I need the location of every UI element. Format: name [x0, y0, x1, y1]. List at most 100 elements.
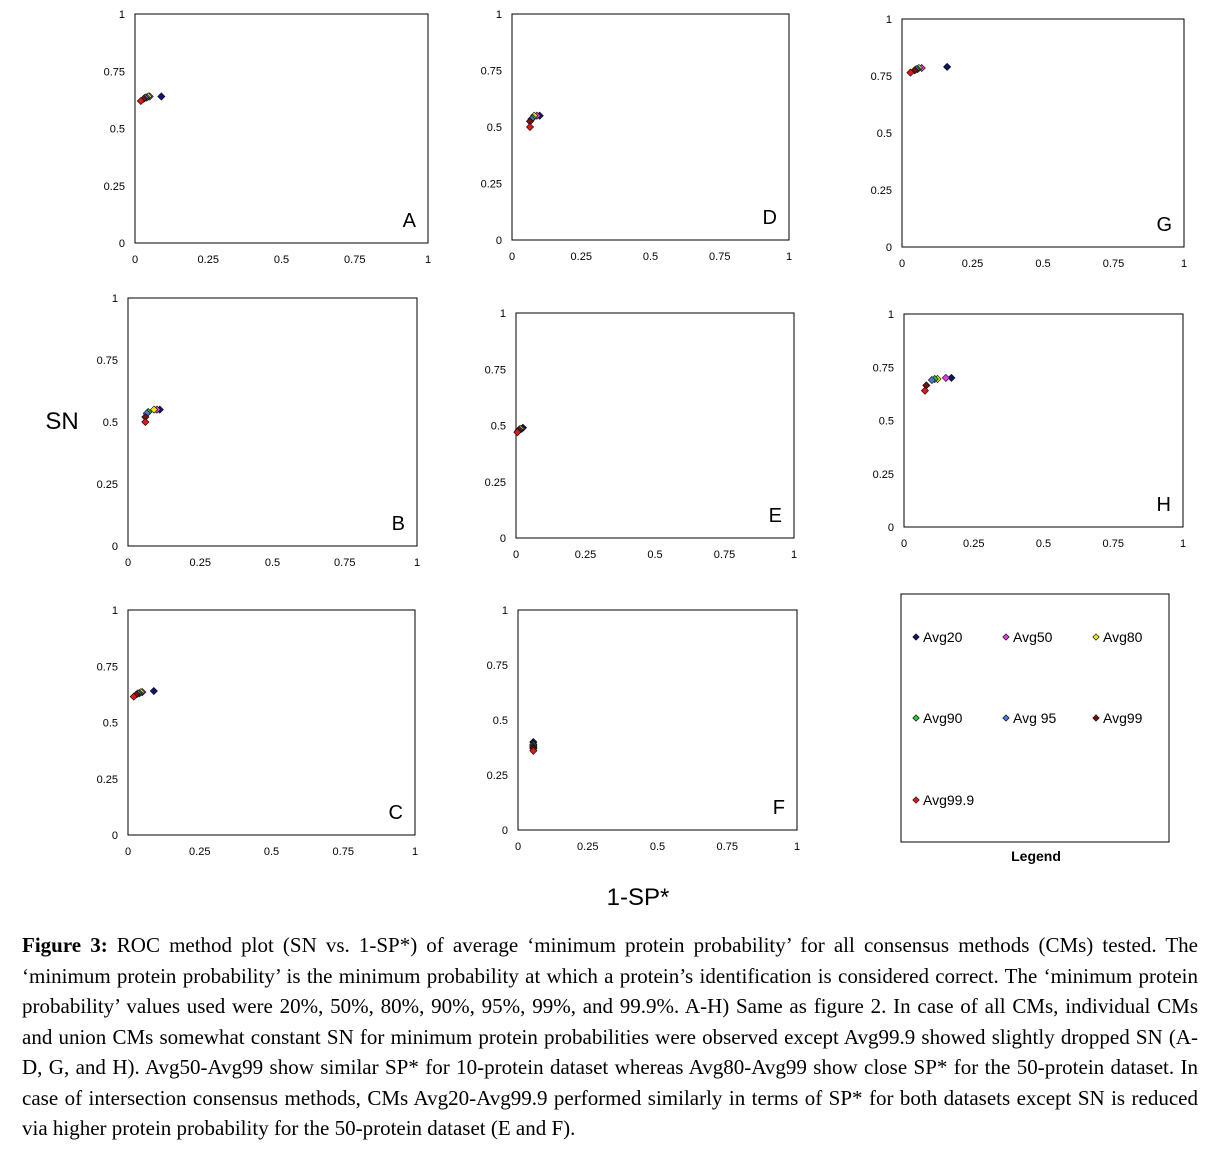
x-tick-label: 0.25 — [189, 846, 210, 858]
x-tick-label: 0.25 — [198, 254, 219, 266]
y-tick-label: 0.25 — [873, 469, 894, 481]
y-tick-label: 0 — [112, 830, 118, 842]
y-tick-label: 1 — [502, 605, 508, 617]
x-tick-label: 0 — [901, 538, 907, 550]
x-tick-label: 0.75 — [334, 557, 355, 569]
panel-f: 00 0.25 0.25 0.5 0.5 0.75 0.75 1 1 F — [487, 605, 800, 853]
x-tick-label: 1 — [1181, 258, 1187, 270]
y-tick-label: 0 — [500, 533, 506, 545]
legend-entry: Avg90 — [923, 710, 963, 726]
data-point — [947, 373, 956, 382]
caption-lead: Figure 3: — [22, 933, 108, 957]
y-tick-label: 0 — [888, 522, 894, 534]
x-tick-label: 0.25 — [577, 841, 598, 853]
legend-marker — [1002, 714, 1010, 722]
legend-box — [900, 593, 1170, 843]
legend-marker — [912, 633, 920, 641]
x-tick-label: 0.5 — [264, 846, 279, 858]
panel-d: 00 0.25 0.25 0.5 0.5 0.75 0.75 1 1 D — [481, 9, 792, 263]
data-point — [943, 62, 952, 71]
x-tick-label: 0.5 — [650, 841, 665, 853]
plot-area — [901, 18, 1185, 248]
x-tick-label: 0.5 — [643, 251, 658, 263]
legend-marker — [1002, 633, 1010, 641]
y-tick-label: 0.75 — [104, 66, 125, 78]
y-tick-label: 1 — [112, 605, 118, 617]
legend-entry: Avg 95 — [1013, 710, 1057, 726]
plot-area — [127, 297, 418, 547]
y-tick-label: 1 — [112, 293, 118, 305]
y-tick-label: 0.5 — [491, 421, 506, 433]
y-tick-label: 0.75 — [97, 355, 118, 367]
panel-c: 00 0.25 0.25 0.5 0.5 0.75 0.75 1 1 C — [97, 605, 418, 858]
plot-area — [511, 13, 790, 241]
y-tick-label: 0.75 — [871, 71, 892, 83]
x-tick-label: 0.75 — [709, 251, 730, 263]
x-tick-label: 1 — [1180, 538, 1186, 550]
figure-caption: Figure 3: ROC method plot (SN vs. 1-SP*)… — [22, 930, 1198, 1144]
y-tick-label: 0.25 — [487, 770, 508, 782]
y-tick-label: 0.75 — [481, 66, 502, 78]
data-point — [513, 428, 522, 437]
x-tick-label: 0.75 — [333, 846, 354, 858]
y-tick-label: 0 — [502, 825, 508, 837]
y-tick-label: 0.25 — [97, 774, 118, 786]
panel-label: B — [392, 513, 405, 535]
panel-label: D — [763, 207, 777, 229]
legend-marker — [1092, 714, 1100, 722]
x-axis-label: 1-SP* — [607, 884, 670, 911]
x-tick-label: 0.5 — [265, 557, 280, 569]
panel-g: 00 0.25 0.25 0.5 0.5 0.75 0.75 1 1 G — [871, 14, 1187, 270]
x-tick-label: 0.25 — [962, 258, 983, 270]
data-point — [136, 96, 145, 106]
plot-area — [134, 13, 429, 244]
panel-label: H — [1157, 494, 1171, 516]
y-tick-label: 1 — [119, 9, 125, 21]
x-tick-label: 0.75 — [1103, 258, 1124, 270]
data-point — [529, 746, 538, 755]
y-tick-label: 0 — [886, 242, 892, 254]
x-tick-label: 1 — [794, 841, 800, 853]
y-tick-label: 1 — [496, 9, 502, 21]
x-tick-label: 0 — [125, 846, 131, 858]
y-tick-label: 0.25 — [104, 181, 125, 193]
legend-marker — [912, 714, 920, 722]
plot-area — [903, 313, 1184, 528]
y-tick-label: 1 — [500, 308, 506, 320]
y-tick-label: 0.25 — [485, 477, 506, 489]
x-tick-label: 0.5 — [274, 254, 289, 266]
legend-marker — [912, 796, 920, 804]
x-tick-label: 0 — [515, 841, 521, 853]
x-tick-label: 1 — [786, 251, 792, 263]
data-point — [129, 692, 138, 701]
legend-entry: Avg99.9 — [923, 792, 974, 808]
y-tick-label: 0.5 — [879, 416, 894, 428]
caption-text: ROC method plot (SN vs. 1-SP*) of averag… — [22, 933, 1198, 1140]
x-tick-label: 0 — [899, 258, 905, 270]
x-tick-label: 1 — [425, 254, 431, 266]
legend-entry: Avg80 — [1103, 629, 1143, 645]
data-point — [525, 122, 535, 132]
panel-e: 00 0.25 0.25 0.5 0.5 0.75 0.75 1 1 E — [485, 308, 797, 561]
data-point — [906, 68, 915, 77]
data-point — [149, 686, 158, 696]
x-tick-label: 0.25 — [190, 557, 211, 569]
y-tick-label: 0.5 — [877, 128, 892, 140]
legend-entry: Avg50 — [1013, 629, 1053, 645]
x-tick-label: 0.75 — [344, 254, 365, 266]
x-tick-label: 0.75 — [717, 841, 738, 853]
x-tick-label: 0 — [513, 549, 519, 561]
y-tick-label: 0.25 — [481, 179, 502, 191]
y-tick-label: 0.75 — [485, 364, 506, 376]
legend-entry: Avg20 — [923, 629, 963, 645]
y-tick-label: 0.75 — [487, 660, 508, 672]
y-tick-label: 0 — [112, 541, 118, 553]
roc-figure: 000.250.250.50.50.750.7511A000.250.250.5… — [45, 9, 1187, 911]
y-tick-label: 1 — [888, 309, 894, 321]
data-point — [141, 417, 150, 427]
data-point — [149, 405, 159, 414]
x-tick-label: 0.5 — [1036, 538, 1051, 550]
data-point — [920, 386, 929, 395]
x-tick-label: 1 — [791, 549, 797, 561]
y-tick-label: 0.5 — [103, 417, 118, 429]
